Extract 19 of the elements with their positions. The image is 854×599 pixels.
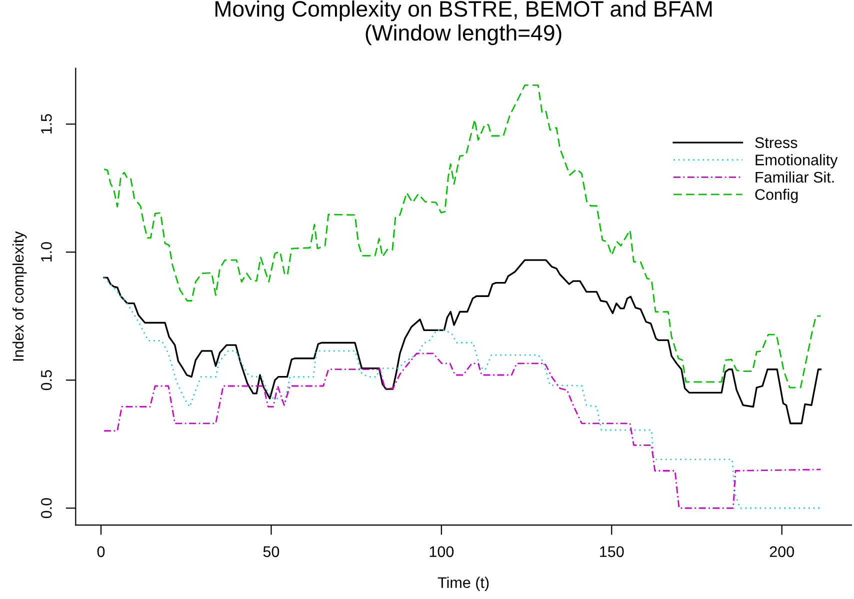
y-axis-title: Index of complexity bbox=[12, 231, 27, 361]
line-series bbox=[103, 352, 822, 509]
legend-label: Stress bbox=[755, 137, 798, 148]
legend-label: Emotionality bbox=[756, 154, 838, 168]
x-tick-label: 150 bbox=[600, 546, 624, 558]
y-tick-label: 1.0 bbox=[40, 242, 52, 262]
x-tick-label: 0 bbox=[97, 546, 105, 558]
x-axis-title: Time (t) bbox=[438, 576, 489, 591]
x-tick-label: 100 bbox=[430, 546, 454, 558]
y-tick-label: 0.0 bbox=[40, 498, 52, 518]
legend-label: Config bbox=[755, 188, 798, 203]
chart-title: Moving Complexity on BSTRE, BEMOT and BFAM (Window length=49) bbox=[215, 0, 712, 46]
y-tick-label: 0.5 bbox=[40, 370, 52, 390]
x-tick-label: 200 bbox=[770, 546, 794, 558]
legend-label: Familiar Sit. bbox=[756, 171, 834, 183]
line-series bbox=[103, 259, 822, 424]
y-tick-label: 1.5 bbox=[41, 114, 52, 134]
line-series bbox=[103, 277, 822, 509]
x-tick-label: 50 bbox=[263, 546, 280, 558]
